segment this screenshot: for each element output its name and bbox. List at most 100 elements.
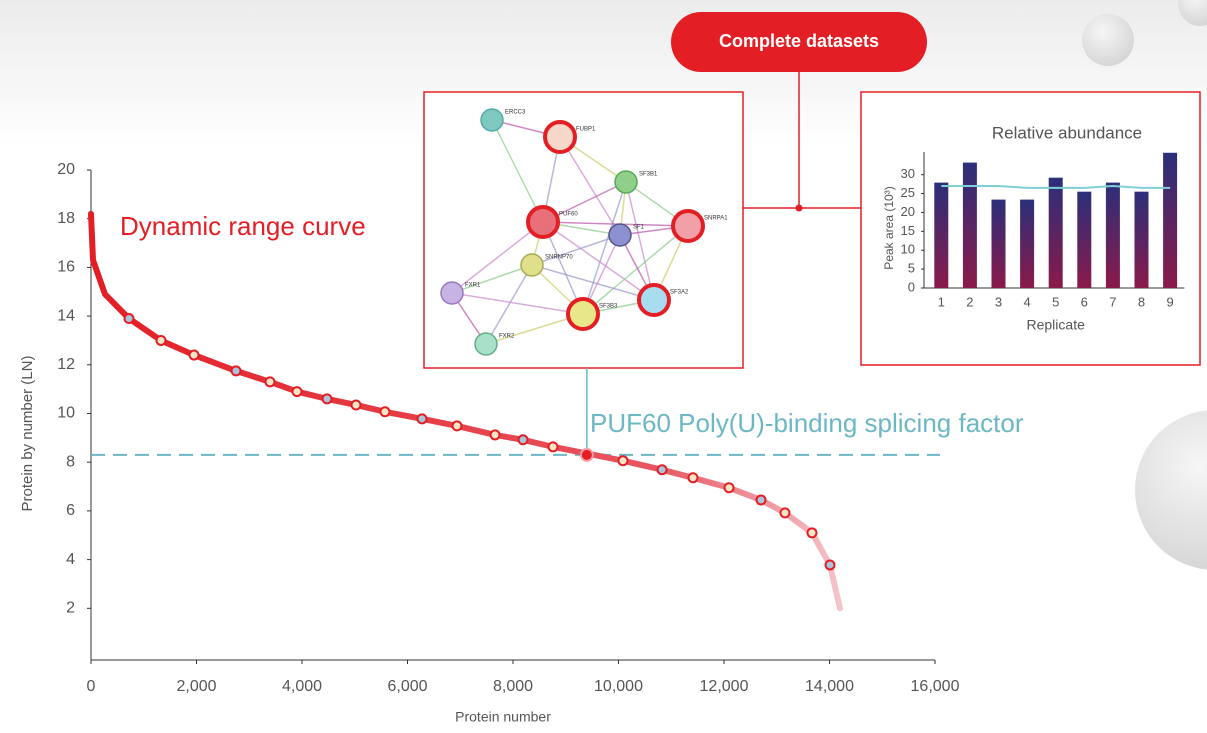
network-node-label: FXR2	[499, 334, 515, 340]
network-edge	[559, 136, 621, 236]
x-tick-label: 9	[1166, 294, 1173, 309]
network-edge	[531, 264, 655, 301]
y-tick-label: 25	[901, 185, 915, 200]
network-node	[566, 297, 600, 331]
decoration	[1178, 0, 1207, 26]
marker	[656, 464, 668, 476]
network-edge	[485, 264, 533, 345]
x-tick-label: 6	[1081, 294, 1088, 309]
x-tick-label: 8,000	[493, 678, 533, 695]
x-tick-label: 16,000	[911, 678, 960, 695]
network-node	[474, 332, 498, 356]
y-tick-label: 2	[66, 600, 75, 617]
bar	[1048, 177, 1063, 288]
network-node-label: FXR1	[465, 283, 481, 289]
marker	[517, 434, 529, 446]
network-edge	[531, 234, 621, 266]
y-tick-label: 18	[57, 210, 75, 227]
annotation: Dynamic range curve	[120, 211, 366, 241]
x-tick-label: 5	[1052, 294, 1059, 309]
network-node	[608, 223, 632, 247]
y-tick-label: 4	[66, 551, 75, 568]
network-node	[440, 281, 464, 305]
y-tick-label: 6	[66, 502, 75, 519]
marker	[416, 413, 428, 425]
network-edge	[625, 181, 655, 301]
y-tick-label: 8	[66, 453, 75, 470]
marker	[489, 429, 501, 441]
x-tick-label: 2,000	[176, 678, 216, 695]
y-tick-label: 20	[901, 204, 915, 219]
network-edge	[451, 221, 544, 294]
network-edge	[542, 221, 655, 301]
network-node	[543, 120, 577, 154]
marker	[806, 527, 818, 539]
marker	[155, 334, 167, 346]
bar	[962, 162, 977, 288]
button-label[interactable]: Complete datasets	[719, 31, 879, 51]
network-node-label: FUBP1	[576, 127, 596, 133]
bar	[1077, 191, 1092, 288]
network-node	[480, 108, 504, 132]
marker	[687, 472, 699, 484]
x-tick-label: 6,000	[387, 678, 427, 695]
network-node-label: PUF60	[559, 212, 578, 218]
y-tick-label: 16	[57, 259, 75, 276]
y-tick-label: 0	[908, 279, 915, 294]
network-node	[671, 209, 705, 243]
network-node	[637, 283, 671, 317]
marker	[617, 455, 629, 467]
network-edge	[582, 225, 689, 315]
marker	[755, 494, 767, 506]
y-tick-label: 5	[908, 261, 915, 276]
bar	[1134, 191, 1149, 288]
y-tick-label: 10	[901, 242, 915, 257]
marker	[230, 365, 242, 377]
network-node-label: ERCC3	[505, 110, 526, 116]
marker	[350, 399, 362, 411]
x-tick-label: 3	[995, 294, 1002, 309]
bar	[991, 199, 1006, 288]
marker	[321, 393, 333, 405]
marker	[779, 507, 791, 519]
marker	[723, 482, 735, 494]
x-tick-label: 2	[966, 294, 973, 309]
network-node	[526, 205, 560, 239]
connectors	[743, 70, 861, 212]
network-edge	[542, 221, 689, 227]
network-edge	[451, 292, 584, 315]
marker	[264, 376, 276, 388]
x-tick-label: 12,000	[700, 678, 749, 695]
marker	[824, 559, 836, 571]
inset-title: Relative abundance	[992, 123, 1142, 142]
decoration	[1082, 14, 1134, 66]
line	[941, 184, 1171, 189]
network-node-label: SNRNP70	[545, 255, 573, 261]
y-tick-label: 14	[57, 307, 75, 324]
y-tick-label: 20	[57, 161, 75, 178]
bar	[1020, 199, 1035, 288]
y-tick-label: 30	[901, 166, 915, 181]
network-node	[520, 253, 544, 277]
highlight-point	[579, 447, 594, 462]
marker	[291, 386, 303, 398]
network-node	[614, 170, 638, 194]
y-axis-label: Protein by number (LN)	[19, 356, 36, 512]
network-node-label: SF3B3	[599, 304, 618, 310]
button[interactable]	[671, 12, 927, 72]
network-node-label: SF3B1	[639, 172, 658, 178]
network-edge	[451, 264, 533, 294]
x-tick-label: 0	[87, 678, 96, 695]
x-axis-label: Protein number	[455, 709, 551, 725]
x-tick-label: 8	[1138, 294, 1145, 309]
y-tick-label: 15	[901, 223, 915, 238]
bar	[1105, 182, 1120, 288]
y-tick-label: 10	[57, 405, 75, 422]
network-node-label: SNRPA1	[704, 216, 728, 222]
x-tick-label: 4	[1023, 294, 1030, 309]
marker	[379, 406, 391, 418]
x-axis-label: Replicate	[1027, 317, 1086, 333]
